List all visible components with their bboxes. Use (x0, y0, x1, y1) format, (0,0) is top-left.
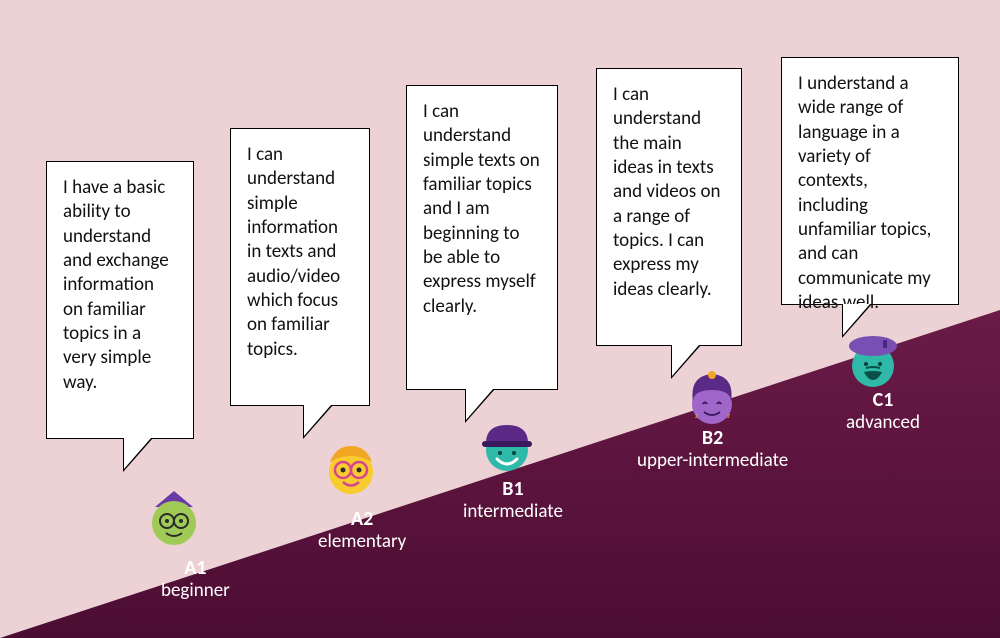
speech-tail-icon (124, 438, 151, 469)
avatar-c1-icon (844, 330, 902, 388)
level-code: B1 (463, 478, 563, 501)
speech-text: I have a basic ability to understand and… (63, 176, 169, 394)
level-label-c1: C1 advanced (846, 389, 920, 434)
speech-text: I can understand simple texts on familia… (423, 100, 540, 318)
level-label-b1: B1 intermediate (463, 478, 563, 523)
speech-text: I can understand simple information in t… (247, 143, 340, 361)
speech-bubble-a1: I have a basic ability to understand and… (46, 161, 194, 439)
infographic-stage: I have a basic ability to understand and… (0, 0, 1000, 638)
level-code: A1 (161, 557, 230, 580)
level-label-b2: B2 upper-intermediate (637, 427, 788, 472)
level-name: beginner (161, 580, 230, 602)
svg-text:z: z (695, 411, 698, 421)
level-code: A2 (318, 508, 406, 531)
avatar-a1-icon (145, 489, 203, 547)
avatar-a2-icon (322, 440, 380, 498)
level-code: B2 (637, 427, 788, 450)
level-name: advanced (846, 412, 920, 434)
speech-tail-icon (304, 405, 331, 436)
speech-text: I understand a wide range of language in… (798, 72, 931, 314)
level-label-a2: A2 elementary (318, 508, 406, 553)
speech-bubble-b1: I can understand simple texts on familia… (406, 85, 558, 390)
level-label-a1: A1 beginner (161, 557, 230, 602)
avatar-b2-icon: z z (683, 368, 741, 426)
level-name: intermediate (463, 501, 563, 523)
svg-text:z: z (727, 411, 730, 421)
speech-bubble-c1: I understand a wide range of language in… (781, 57, 959, 305)
speech-text: I can understand the main ideas in texts… (613, 83, 721, 301)
level-name: elementary (318, 531, 406, 553)
level-name: upper-intermediate (637, 450, 788, 472)
level-code: C1 (846, 389, 920, 412)
avatar-b1-icon (478, 415, 536, 473)
speech-bubble-a2: I can understand simple information in t… (230, 128, 370, 406)
speech-bubble-b2: I can understand the main ideas in texts… (596, 68, 742, 346)
